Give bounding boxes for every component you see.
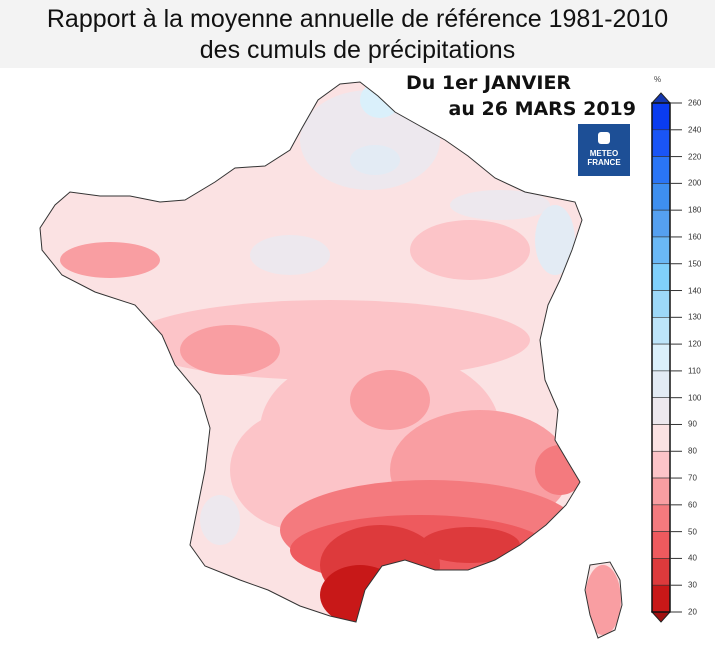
legend-tick-label: 160 <box>688 232 702 242</box>
legend-tick-label: 50 <box>688 527 697 537</box>
legend-tick-label: 260 <box>688 98 702 108</box>
legend-tick-label: 240 <box>688 125 702 135</box>
legend-swatch <box>651 102 671 131</box>
legend-swatch <box>651 263 671 291</box>
logo-text-2: FRANCE <box>587 158 621 167</box>
legend-swatch <box>651 450 671 479</box>
title-line-2: des cumuls de précipitations <box>199 36 516 64</box>
legend-unit: % <box>654 75 662 84</box>
legend-tick-label: 140 <box>688 286 702 296</box>
legend-tick-label: 70 <box>688 473 697 483</box>
legend-tick-label: 220 <box>688 152 702 162</box>
legend-swatch <box>651 129 671 157</box>
logo-text-1: METEO <box>589 149 619 158</box>
map-title: Rapport à la moyenne annuelle de référen… <box>0 0 715 68</box>
legend-tick-label: 20 <box>688 607 697 617</box>
meteo-france-logo: METEO FRANCE <box>578 124 630 176</box>
legend-tick-label: 60 <box>688 500 697 510</box>
legend-swatch <box>651 370 671 398</box>
precipitation-ratio-field <box>40 82 622 638</box>
title-line-1: Rapport à la moyenne annuelle de référen… <box>46 5 669 33</box>
legend-tick-label: 200 <box>688 178 702 188</box>
legend-swatch <box>651 558 671 586</box>
logo-mark-icon <box>598 132 610 144</box>
legend-swatch <box>651 156 671 184</box>
legend-tick-label: 110 <box>688 366 701 376</box>
period-end: au 26 MARS 2019 <box>448 98 636 120</box>
legend-swatch <box>651 424 671 452</box>
legend-tick-label: 90 <box>688 419 697 429</box>
legend-tick-label: 130 <box>688 312 702 322</box>
legend-tick-label: 150 <box>688 259 702 269</box>
legend-tick-label: 80 <box>688 446 697 456</box>
period-label: Du 1er JANVIER au 26 MARS 2019 <box>396 70 636 122</box>
legend-tick-label: 40 <box>688 553 697 563</box>
period-start: Du 1er JANVIER <box>406 72 572 94</box>
legend-swatch <box>651 209 671 238</box>
legend-swatch <box>651 531 671 559</box>
legend-swatch <box>651 504 671 532</box>
legend-swatch <box>651 343 671 372</box>
legend-tick-label: 30 <box>688 580 697 590</box>
legend-colorbar <box>650 92 682 623</box>
legend-swatch <box>651 183 671 211</box>
legend-tick-label: 120 <box>688 339 702 349</box>
legend-swatch <box>651 317 671 345</box>
legend-tick-label: 100 <box>688 393 702 403</box>
legend-over-arrow <box>650 92 672 104</box>
legend-swatch <box>651 236 671 265</box>
legend-swatch <box>651 290 671 318</box>
legend-swatch <box>651 397 671 425</box>
legend-under-arrow <box>650 611 672 623</box>
legend-swatch <box>651 584 671 613</box>
legend-tick-label: 180 <box>688 205 702 215</box>
legend-swatch <box>651 477 671 506</box>
